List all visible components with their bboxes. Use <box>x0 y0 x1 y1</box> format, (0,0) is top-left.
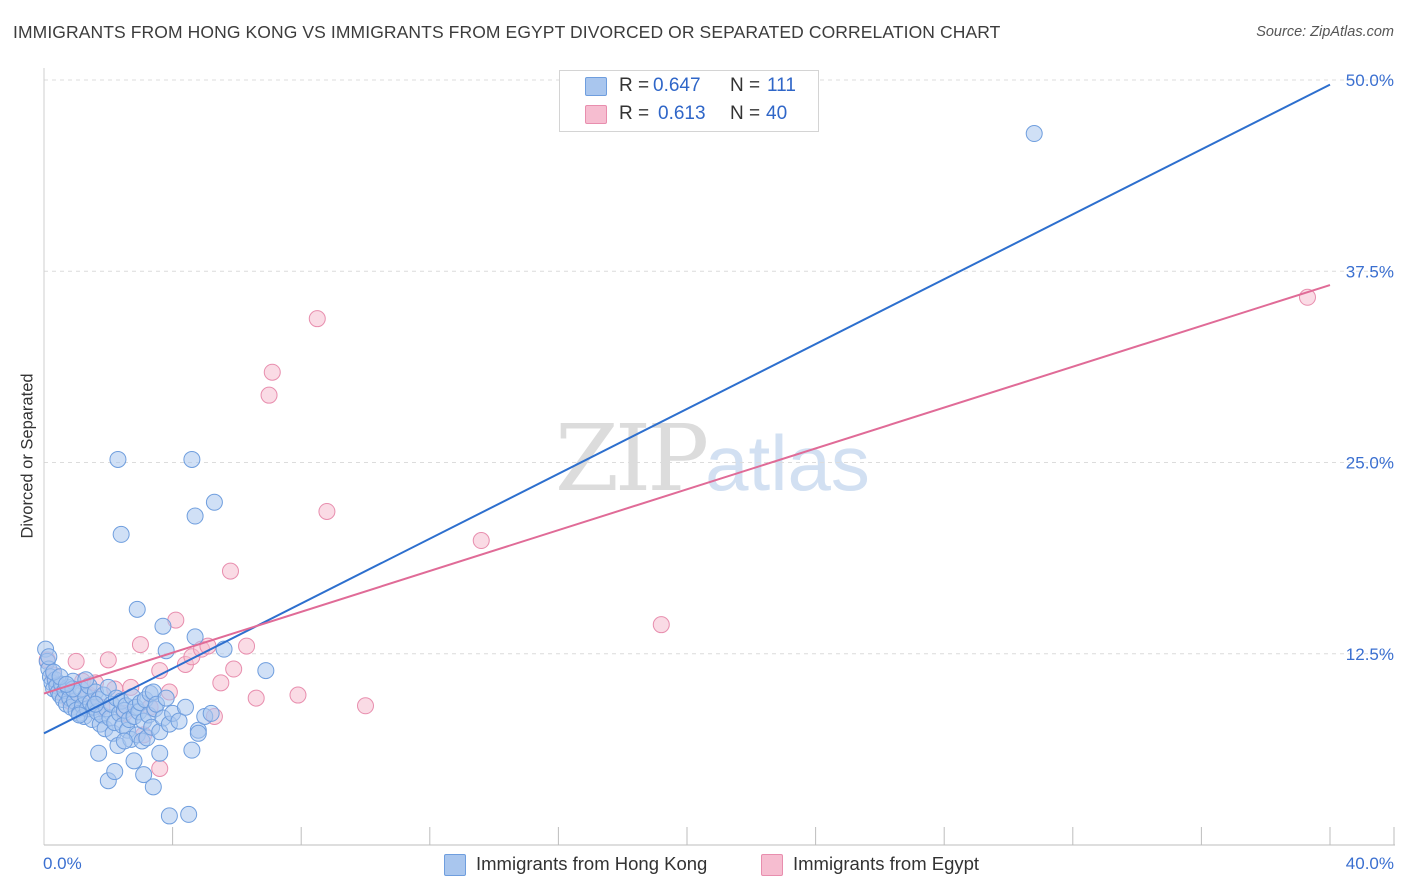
legend-label-egypt: Immigrants from Egypt <box>793 853 980 874</box>
point-hong-kong <box>109 450 127 468</box>
point-egypt <box>652 616 670 634</box>
stats-r-value: 0.613 <box>658 103 706 124</box>
point-hong-kong <box>90 744 108 762</box>
stats-n-label: N = <box>730 75 761 96</box>
trendline-egypt <box>43 284 1331 695</box>
stats-n-value: 40 <box>766 103 788 124</box>
stats-swatch-hong-kong <box>585 77 607 96</box>
point-egypt <box>238 637 256 655</box>
point-hong-kong <box>40 648 58 666</box>
point-hong-kong <box>183 450 201 468</box>
point-egypt <box>289 686 307 704</box>
axes <box>43 68 1395 846</box>
point-hong-kong <box>176 698 194 716</box>
point-hong-kong <box>170 712 188 730</box>
point-hong-kong <box>128 600 146 618</box>
point-egypt <box>263 363 281 381</box>
point-egypt <box>247 689 265 707</box>
point-hong-kong <box>180 805 198 823</box>
legend-label-hong-kong: Immigrants from Hong Kong <box>476 853 708 874</box>
series-egypt-points <box>38 288 1316 777</box>
y-tick-label: 50.0% <box>1346 71 1394 90</box>
point-hong-kong <box>135 766 153 784</box>
point-egypt <box>131 636 149 654</box>
series-hong-kong-points <box>37 125 1043 825</box>
y-tick-label: 25.0% <box>1346 454 1394 473</box>
point-egypt <box>472 532 490 550</box>
stats-swatch-egypt <box>585 105 607 124</box>
point-hong-kong <box>144 778 162 796</box>
point-hong-kong <box>125 752 143 770</box>
point-hong-kong <box>154 617 172 635</box>
point-egypt <box>151 760 169 777</box>
point-hong-kong <box>1025 125 1043 143</box>
tick-labels: 12.5% 25.0% 37.5% 50.0% 0.0% 40.0% <box>43 71 1394 873</box>
point-hong-kong <box>157 642 175 660</box>
stats-row-hong-kong: R = 0.647 N = 111 <box>560 73 818 99</box>
point-hong-kong <box>115 732 133 750</box>
stats-r-label: R = <box>619 103 650 124</box>
x-tick-label: 0.0% <box>43 854 82 873</box>
point-egypt <box>260 386 278 404</box>
stats-r-value: 0.647 <box>653 75 701 96</box>
point-hong-kong <box>160 807 178 825</box>
point-hong-kong <box>257 662 275 680</box>
point-hong-kong <box>157 689 175 707</box>
source-label: Source: ZipAtlas.com <box>1256 24 1394 40</box>
trendlines <box>43 83 1331 735</box>
stats-n-label: N = <box>730 103 761 124</box>
y-axis-label: Divorced or Separated <box>18 373 37 539</box>
point-egypt <box>99 651 117 669</box>
legend-swatch-egypt <box>761 854 783 876</box>
correlation-stats-box: R = 0.647 N = 111 R = 0.613 N = 40 <box>559 70 819 132</box>
point-hong-kong <box>202 704 220 722</box>
point-hong-kong <box>186 507 204 525</box>
point-hong-kong <box>186 628 204 646</box>
point-hong-kong <box>205 493 223 511</box>
point-hong-kong <box>106 763 124 781</box>
y-tick-label: 37.5% <box>1346 262 1394 281</box>
point-egypt <box>318 502 336 520</box>
point-egypt <box>67 652 85 670</box>
stats-n-value: 111 <box>767 75 796 96</box>
point-egypt <box>212 674 230 692</box>
y-tick-label: 12.5% <box>1346 645 1394 664</box>
legend-swatch-hong-kong <box>444 854 466 876</box>
point-egypt <box>151 662 169 680</box>
point-hong-kong <box>183 741 201 759</box>
legend: Immigrants from Hong Kong Immigrants fro… <box>0 850 1406 880</box>
point-hong-kong <box>151 744 169 762</box>
point-egypt <box>357 697 374 715</box>
trendline-hong-kong <box>43 83 1331 735</box>
stats-row-egypt: R = 0.613 N = 40 <box>560 101 818 127</box>
point-egypt <box>221 562 239 580</box>
point-hong-kong <box>189 724 207 742</box>
gridlines <box>44 79 1395 655</box>
x-tick-label: 40.0% <box>1346 854 1394 873</box>
stats-r-label: R = <box>619 75 650 96</box>
point-hong-kong <box>112 525 130 543</box>
point-egypt <box>308 310 326 328</box>
chart-title: IMMIGRANTS FROM HONG KONG VS IMMIGRANTS … <box>13 22 1001 42</box>
point-egypt <box>225 660 243 678</box>
